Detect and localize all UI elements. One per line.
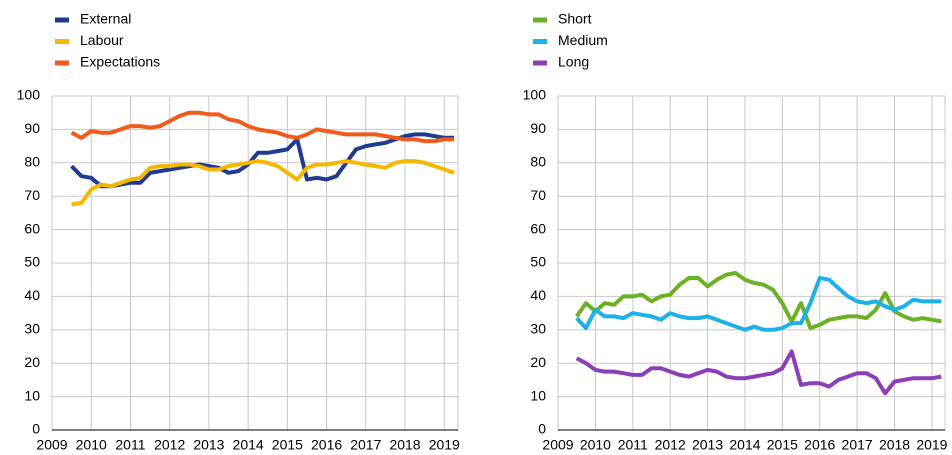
y-tick-label: 0 (32, 421, 40, 437)
x-tick-label: 2015 (272, 437, 303, 453)
y-tick-label: 60 (530, 220, 546, 236)
series-line (71, 159, 455, 207)
y-tick-label: 40 (530, 287, 546, 303)
x-tick-label: 2009 (542, 437, 573, 453)
x-tick-label: 2009 (36, 437, 67, 453)
legend-label: Labour (80, 32, 124, 48)
y-tick-label: 20 (530, 354, 546, 370)
series-line (70, 132, 455, 189)
y-tick-label: 60 (24, 220, 40, 236)
x-tick-label: 2011 (618, 437, 648, 453)
x-tick-label: 2019 (429, 437, 460, 453)
y-tick-label: 70 (24, 187, 40, 203)
y-tick-label: 10 (24, 387, 40, 403)
x-tick-label: 2010 (580, 437, 611, 453)
y-tick-label: 50 (530, 254, 546, 270)
y-tick-label: 100 (17, 87, 41, 103)
y-tick-label: 90 (24, 120, 40, 136)
x-tick-label: 2018 (879, 437, 910, 453)
legend-label: Short (558, 11, 592, 27)
x-tick-label: 2014 (729, 437, 760, 453)
x-tick-label: 2016 (804, 437, 835, 453)
y-tick-label: 20 (24, 354, 40, 370)
series-line (575, 276, 942, 332)
x-tick-label: 2013 (692, 437, 723, 453)
y-tick-label: 50 (24, 254, 40, 270)
series-line (575, 349, 942, 396)
y-tick-label: 80 (24, 154, 40, 170)
y-tick-label: 30 (530, 321, 546, 337)
y-tick-label: 100 (523, 87, 547, 103)
x-tick-label: 2014 (233, 437, 264, 453)
x-tick-label: 2012 (154, 437, 185, 453)
series-line (70, 110, 455, 144)
legend-label: External (80, 11, 131, 27)
y-tick-label: 70 (530, 187, 546, 203)
x-tick-label: 2016 (311, 437, 342, 453)
x-tick-label: 2015 (767, 437, 798, 453)
x-tick-label: 2017 (842, 437, 873, 453)
y-tick-label: 10 (530, 387, 546, 403)
x-tick-label: 2011 (115, 437, 145, 453)
y-tick-label: 0 (538, 421, 546, 437)
y-tick-label: 30 (24, 321, 40, 337)
y-tick-label: 90 (530, 120, 546, 136)
legend-label: Medium (558, 32, 608, 48)
x-tick-label: 2010 (76, 437, 107, 453)
x-tick-label: 2018 (389, 437, 420, 453)
x-tick-label: 2012 (655, 437, 686, 453)
x-tick-label: 2017 (350, 437, 381, 453)
legend-label: Long (558, 54, 589, 70)
series-line (575, 271, 942, 331)
legend-label: Expectations (80, 54, 160, 70)
x-tick-label: 2019 (916, 437, 947, 453)
y-tick-label: 40 (24, 287, 40, 303)
y-tick-label: 80 (530, 154, 546, 170)
x-tick-label: 2013 (193, 437, 224, 453)
